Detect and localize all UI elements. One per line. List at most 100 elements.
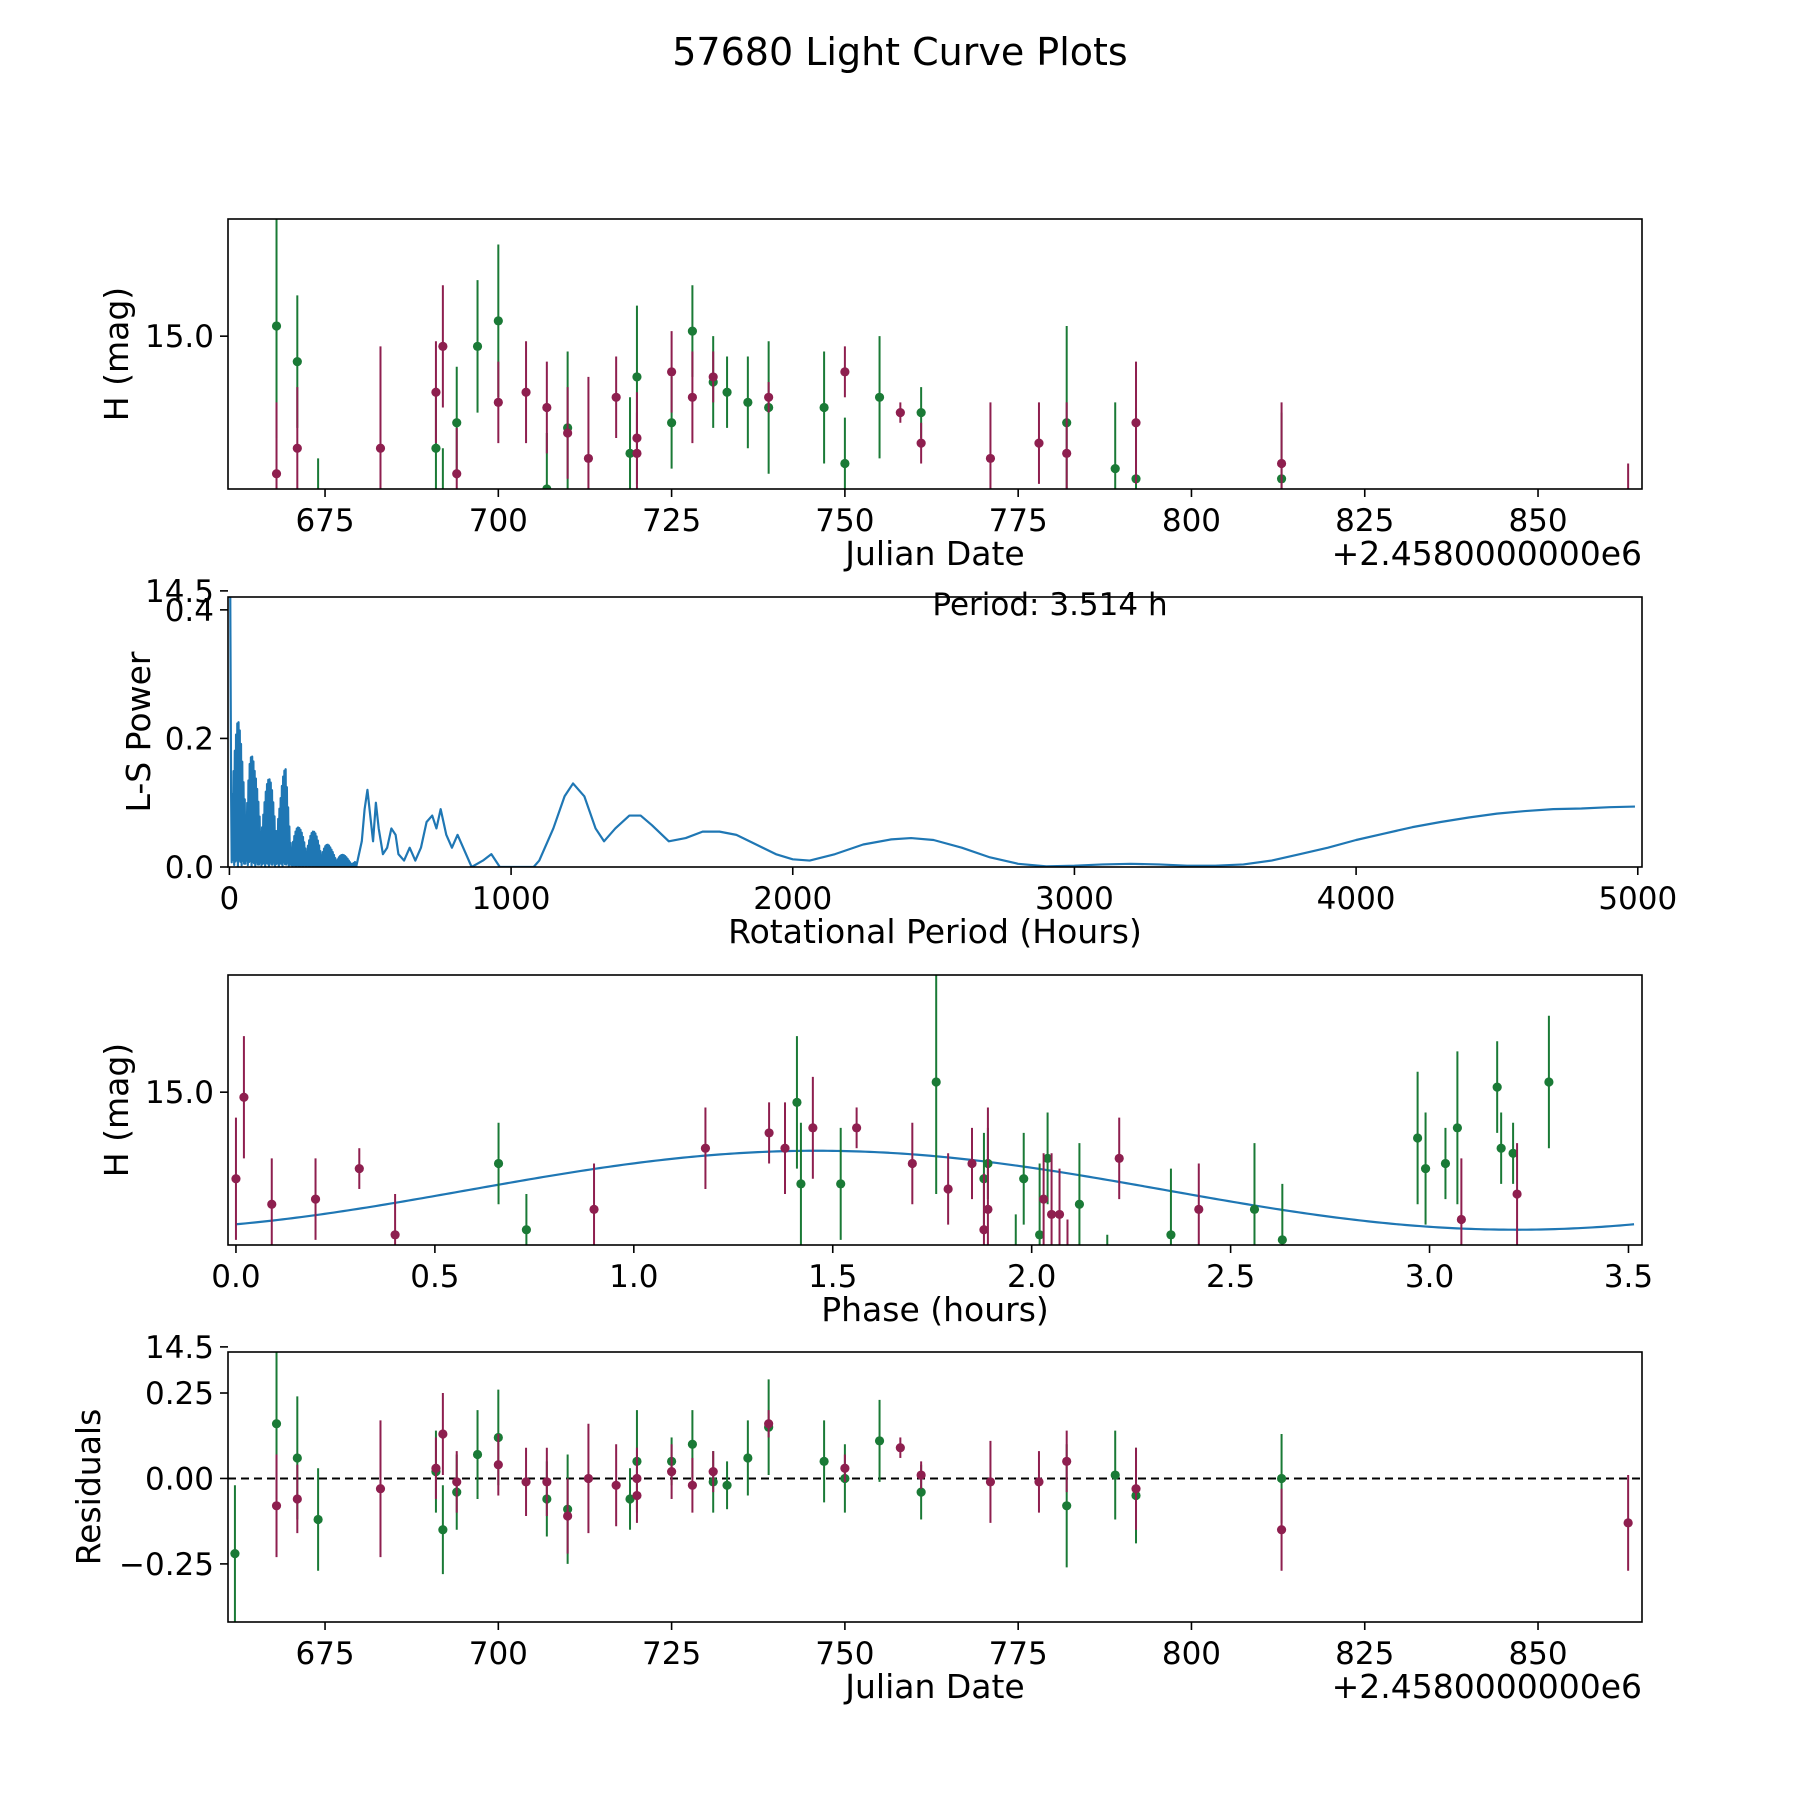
- data-point: [1074, 1199, 1085, 1209]
- data-point: [1127, 1342, 1136, 1351]
- plot-area: [228, 1352, 1642, 1622]
- x-tick-label: 675: [295, 503, 354, 539]
- data-point: [1496, 1143, 1506, 1153]
- x-tick-label: 825: [1335, 1636, 1394, 1672]
- data-point: [1034, 438, 1044, 448]
- data-point: [700, 1143, 711, 1153]
- data-point: [472, 1449, 483, 1460]
- data-point: [1103, 1307, 1112, 1316]
- x-axis-label: Julian Date: [843, 534, 1025, 573]
- data-point: [542, 484, 552, 489]
- y-tick-label: 15.0: [145, 1075, 214, 1111]
- data-point: [985, 453, 996, 464]
- data-point: [292, 443, 302, 453]
- data-point: [438, 515, 447, 524]
- series-maroon: [271, 285, 1630, 489]
- data-point: [1110, 1470, 1120, 1480]
- data-point: [1062, 448, 1072, 458]
- data-point: [1035, 1230, 1045, 1240]
- data-point: [625, 448, 635, 458]
- data-point: [271, 469, 282, 479]
- x-axis-label: Julian Date: [843, 1667, 1025, 1706]
- x-tick-label: 2.0: [1007, 1259, 1056, 1295]
- data-point: [239, 1092, 249, 1102]
- data-point: [1166, 1230, 1176, 1240]
- data-point: [1019, 1174, 1029, 1184]
- data-point: [271, 321, 282, 331]
- y-tick-label: 0.2: [165, 721, 214, 757]
- x-tick-label: 750: [815, 1636, 874, 1672]
- series-maroon: [271, 1393, 1633, 1571]
- data-point: [354, 1163, 364, 1174]
- data-point: [840, 458, 850, 469]
- data-point: [390, 1230, 400, 1240]
- y-tick-label: 0.0: [165, 850, 214, 886]
- model-fit-line: [235, 1149, 1635, 1231]
- data-point: [840, 367, 850, 377]
- data-point: [1034, 1477, 1044, 1487]
- data-point: [438, 341, 448, 351]
- data-point: [667, 367, 677, 377]
- x-offset-label: +2.4580000000e6: [1332, 534, 1642, 573]
- x-tick-label: 675: [295, 1636, 354, 1672]
- x-tick-label: 725: [642, 503, 701, 539]
- x-tick-label: 0.0: [211, 1259, 260, 1295]
- y-axis-label: Residuals: [69, 1409, 108, 1566]
- data-point: [1062, 1501, 1072, 1511]
- x-tick-label: 0.5: [410, 1259, 459, 1295]
- data-point: [292, 1494, 302, 1504]
- axes-frame: [227, 218, 1643, 490]
- data-point: [722, 1480, 732, 1490]
- x-tick-label: 775: [989, 1636, 1048, 1672]
- data-point: [1492, 1082, 1502, 1092]
- data-point: [1063, 1286, 1072, 1295]
- data-point: [1623, 1518, 1633, 1528]
- periodogram-line: [229, 597, 1635, 867]
- data-point: [632, 1490, 642, 1501]
- y-tick-label: −0.25: [119, 1547, 214, 1583]
- data-point: [667, 418, 677, 428]
- x-tick-label: 800: [1162, 1636, 1221, 1672]
- data-point: [452, 469, 462, 479]
- y-tick-label: 14.5: [145, 574, 214, 610]
- x-tick-label: 775: [989, 503, 1048, 539]
- x-tick-label: 850: [1508, 503, 1567, 539]
- light-curve-panel: 675 700 725 750 775 800 825 850 15.0 14.5 Julian D…: [97, 218, 1643, 610]
- x-tick-label: 4000: [1317, 881, 1396, 917]
- data-point: [521, 1225, 531, 1235]
- data-point: [542, 1477, 552, 1487]
- data-point: [493, 316, 503, 326]
- periodogram-panel: Period: 3.514 h 0 1000 2000 3000 4000 5000 0.0…: [119, 587, 1677, 951]
- data-point: [1413, 1133, 1423, 1143]
- x-tick-label: 750: [815, 503, 874, 539]
- data-point: [611, 392, 621, 402]
- data-point: [967, 1158, 977, 1169]
- data-point: [452, 418, 462, 428]
- data-point: [589, 1204, 599, 1214]
- figure-title: 57680 Light Curve Plots: [672, 30, 1127, 74]
- data-point: [1249, 1204, 1260, 1214]
- data-point: [521, 387, 531, 397]
- residuals-panel: 675 700 725 750 775 800 825 850 0.25 0.00 −0.25 Jul…: [69, 1351, 1643, 1706]
- data-point: [1277, 1235, 1287, 1245]
- data-point: [1062, 1456, 1072, 1466]
- axes-frame: [227, 1351, 1643, 1623]
- data-point: [1420, 1163, 1431, 1174]
- data-point: [1544, 1077, 1554, 1087]
- data-point: [1042, 1153, 1053, 1163]
- x-tick-label: 1000: [472, 881, 551, 917]
- x-tick-label: 2.5: [1206, 1259, 1255, 1295]
- data-point: [313, 1514, 323, 1525]
- data-point: [931, 1077, 941, 1087]
- data-point: [708, 372, 718, 382]
- x-tick-label: 800: [1162, 503, 1221, 539]
- data-point: [431, 1463, 441, 1473]
- data-point: [874, 1436, 885, 1446]
- x-tick-label: 1.5: [808, 1259, 857, 1295]
- x-axis-label: Rotational Period (Hours): [728, 912, 1142, 951]
- data-point: [916, 1470, 926, 1480]
- data-point: [667, 1467, 677, 1477]
- data-point: [1452, 1123, 1462, 1133]
- data-point: [764, 1419, 774, 1429]
